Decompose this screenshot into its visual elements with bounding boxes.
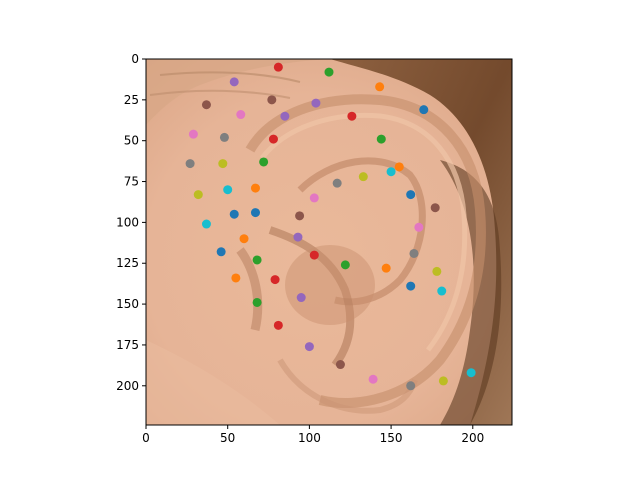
- scatter-point: [273, 62, 283, 72]
- scatter-point: [236, 110, 246, 120]
- scatter-point: [438, 376, 448, 386]
- x-tick-label: 200: [461, 431, 484, 445]
- ear-image: [146, 59, 512, 425]
- scatter-point: [201, 219, 211, 229]
- y-tick-label: 125: [116, 256, 139, 270]
- scatter-point: [406, 281, 416, 291]
- scatter-point: [332, 178, 342, 188]
- scatter-point: [267, 95, 277, 105]
- scatter-point: [252, 297, 262, 307]
- scatter-point: [250, 208, 260, 218]
- scatter-point: [368, 374, 378, 384]
- scatter-point: [309, 250, 319, 260]
- x-axis: 0 50 100 150 200: [142, 425, 484, 445]
- y-tick-label: 150: [116, 297, 139, 311]
- scatter-point: [358, 172, 368, 182]
- scatter-point: [268, 134, 278, 144]
- scatter-point: [201, 100, 211, 110]
- scatter-point: [432, 266, 442, 276]
- scatter-point: [376, 134, 386, 144]
- scatter-point: [324, 67, 334, 77]
- scatter-point: [185, 159, 195, 169]
- y-tick-label: 100: [116, 215, 139, 229]
- scatter-point: [381, 263, 391, 273]
- scatter-point: [188, 129, 198, 139]
- axes: [145, 58, 513, 426]
- x-tick-label: 0: [142, 431, 150, 445]
- plot-frame: [145, 58, 513, 426]
- scatter-point: [375, 82, 385, 92]
- scatter-point: [193, 190, 203, 200]
- scatter-point: [273, 320, 283, 330]
- scatter-point: [239, 234, 249, 244]
- scatter-point: [216, 247, 226, 257]
- y-tick-label: 75: [124, 175, 139, 189]
- scatter-point: [414, 222, 424, 232]
- scatter-point: [270, 275, 280, 285]
- scatter-point: [437, 286, 447, 296]
- scatter-point: [223, 185, 233, 195]
- scatter-point: [340, 260, 350, 270]
- scatter-points: [185, 62, 476, 391]
- scatter-point: [296, 293, 306, 303]
- y-axis: 0 25 50 75 100 125 150 175 200: [116, 52, 146, 393]
- x-tick-label: 50: [220, 431, 235, 445]
- scatter-point: [419, 105, 429, 115]
- scatter-point: [466, 368, 476, 378]
- scatter-point: [430, 203, 440, 213]
- x-tick-label: 150: [380, 431, 403, 445]
- scatter-point: [229, 209, 239, 219]
- scatter-point: [304, 342, 314, 352]
- scatter-point: [231, 273, 241, 283]
- y-tick-label: 25: [124, 93, 139, 107]
- scatter-point: [229, 77, 239, 87]
- scatter-point: [309, 193, 319, 203]
- y-tick-label: 50: [124, 134, 139, 148]
- scatter-point: [394, 162, 404, 172]
- scatter-point: [406, 190, 416, 200]
- scatter-point: [386, 167, 396, 177]
- scatter-point: [311, 98, 321, 108]
- scatter-point: [406, 381, 416, 391]
- x-tick-label: 100: [298, 431, 321, 445]
- scatter-point: [293, 232, 303, 242]
- y-tick-label: 0: [131, 52, 139, 66]
- scatter-point: [280, 111, 290, 121]
- y-tick-label: 175: [116, 338, 139, 352]
- scatter-point: [409, 248, 419, 258]
- scatter-point: [295, 211, 305, 221]
- scatter-point: [259, 157, 269, 167]
- scatter-point: [335, 360, 345, 370]
- scatter-point: [250, 183, 260, 193]
- scatter-point: [347, 111, 357, 121]
- scatter-point: [219, 132, 229, 142]
- scatter-point: [252, 255, 262, 265]
- y-tick-label: 200: [116, 379, 139, 393]
- scatter-point: [218, 159, 228, 169]
